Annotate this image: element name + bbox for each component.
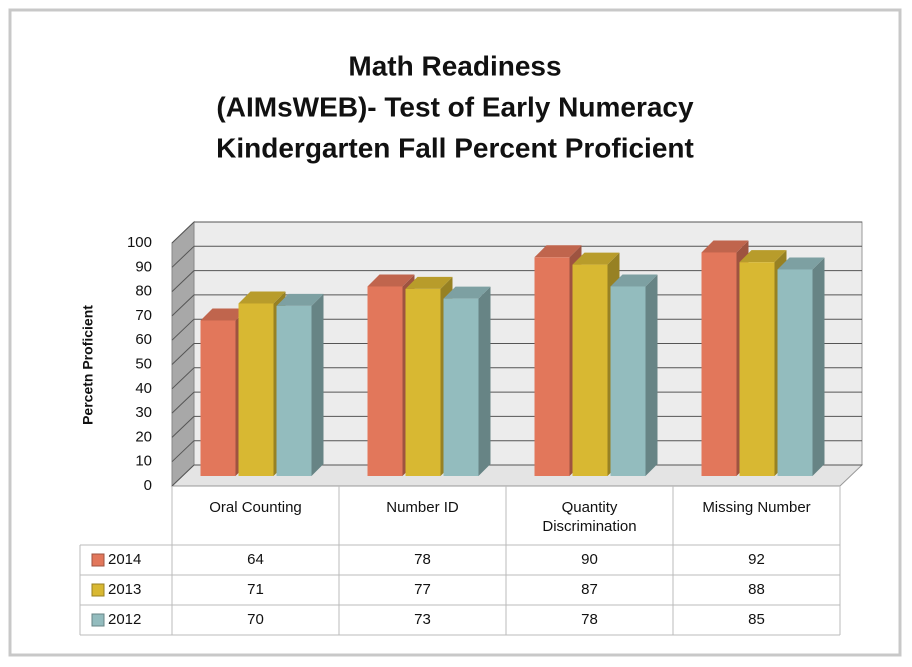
bar-top <box>276 293 324 306</box>
y-tick-label: 60 <box>135 331 152 348</box>
bar <box>572 264 608 476</box>
grid-line-side <box>171 245 195 268</box>
grid-line-side <box>171 318 195 341</box>
bar <box>610 286 646 476</box>
legend-swatch <box>91 613 105 627</box>
bar <box>405 288 441 476</box>
bar-side <box>645 274 658 476</box>
bar <box>238 303 274 476</box>
x-tick-label: Number ID <box>386 499 459 516</box>
bar <box>701 252 737 476</box>
bar-top <box>610 274 658 287</box>
grid-line-side <box>171 367 195 390</box>
bar-side <box>478 286 491 476</box>
table-value: 77 <box>414 581 431 598</box>
grid-line-side <box>171 464 195 487</box>
y-tick-label: 90 <box>135 258 152 275</box>
bar-top <box>200 308 248 321</box>
bar <box>276 305 312 476</box>
table-value: 64 <box>247 551 264 568</box>
bar <box>777 269 813 476</box>
bar <box>367 286 403 476</box>
legend-label: 2014 <box>108 551 142 568</box>
table-value: 85 <box>748 611 765 628</box>
table-value: 71 <box>247 581 264 598</box>
bar <box>739 262 775 476</box>
table-value: 70 <box>247 611 264 628</box>
bar-top <box>238 291 286 304</box>
table-value: 90 <box>581 551 598 568</box>
bar-top <box>701 240 749 253</box>
bar-top <box>739 250 787 263</box>
bar-top <box>405 276 453 289</box>
legend-swatch <box>91 583 105 597</box>
bar <box>200 320 236 476</box>
table-value: 73 <box>414 611 431 628</box>
y-tick-label: 80 <box>135 283 152 300</box>
y-tick-label: 50 <box>135 355 152 372</box>
grid-line-side <box>171 391 195 414</box>
grid-line-side <box>171 343 195 365</box>
chart-title-line: (AIMsWEB)- Test of Early Numeracy <box>216 91 694 122</box>
table-value: 88 <box>748 581 765 598</box>
bar-top <box>443 286 491 299</box>
y-tick-label: 0 <box>144 477 152 494</box>
grid-line-side <box>171 440 195 463</box>
bar-side <box>812 257 825 476</box>
x-tick-label: Oral Counting <box>209 499 302 516</box>
table-value: 78 <box>581 611 598 628</box>
legend-label: 2013 <box>108 581 142 598</box>
y-tick-label: 10 <box>135 453 152 470</box>
bar-top <box>367 274 415 287</box>
x-tick-label: Quantity Discrimination <box>542 499 637 535</box>
bar-top <box>534 245 582 258</box>
legend-label: 2012 <box>108 611 142 628</box>
legend-swatch <box>91 553 105 567</box>
table-value: 78 <box>414 551 431 568</box>
y-tick-label: 100 <box>127 234 152 251</box>
chart-title-line: Kindergarten Fall Percent Proficient <box>216 132 694 163</box>
table-value: 87 <box>581 581 598 598</box>
y-tick-label: 30 <box>135 404 152 421</box>
table-value: 92 <box>748 551 765 568</box>
bar-top <box>572 252 620 265</box>
x-tick-label: Missing Number <box>702 499 811 516</box>
y-tick-label: 40 <box>135 380 152 397</box>
grid-line-side <box>171 270 195 292</box>
y-tick-label: 20 <box>135 428 152 445</box>
bar-side <box>311 293 324 476</box>
grid-line-side <box>171 416 195 438</box>
bar <box>443 298 479 476</box>
y-tick-label: 70 <box>135 307 152 324</box>
grid-line-side <box>171 294 195 317</box>
chart-title-line: Math Readiness <box>348 50 561 81</box>
y-axis-label: Percetn Proficient <box>80 305 96 425</box>
bar <box>534 257 570 476</box>
bar-top <box>777 257 825 270</box>
grid-line-side <box>171 221 195 244</box>
